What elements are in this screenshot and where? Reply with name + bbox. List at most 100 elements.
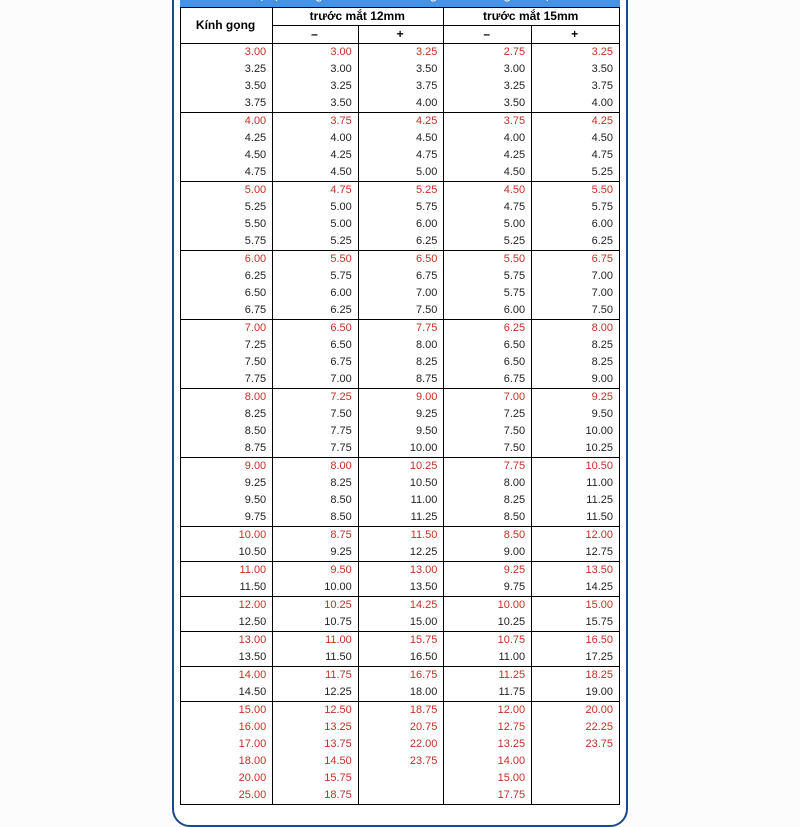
table-row: 15.0012.5018.7512.0020.00	[181, 701, 620, 719]
cell-12-plus: 4.50	[358, 130, 444, 147]
cell-kinh: 8.25	[181, 406, 273, 423]
cell-15-plus: 14.25	[532, 579, 620, 597]
cell-12-minus: 8.75	[273, 526, 359, 544]
cell-12-plus: 4.25	[358, 112, 444, 130]
table-row: 5.755.256.255.256.25	[181, 233, 620, 251]
cell-12-plus: 16.75	[358, 666, 444, 684]
cell-15-minus: 5.50	[444, 250, 532, 268]
cell-15-minus: 11.75	[444, 684, 532, 702]
cell-12-plus: 18.00	[358, 684, 444, 702]
cell-12-minus: 3.25	[273, 78, 359, 95]
table-row: 5.505.006.005.006.00	[181, 216, 620, 233]
cell-12-plus: 11.50	[358, 526, 444, 544]
cell-12-plus: 6.00	[358, 216, 444, 233]
cell-15-minus: 8.00	[444, 475, 532, 492]
cell-15-plus: 16.50	[532, 631, 620, 649]
cell-15-minus: 6.50	[444, 337, 532, 354]
cell-15-minus: 5.00	[444, 216, 532, 233]
cell-12-plus	[358, 787, 444, 805]
cell-kinh: 8.00	[181, 388, 273, 406]
cell-15-minus: 4.25	[444, 147, 532, 164]
cell-12-plus: 9.00	[358, 388, 444, 406]
cell-12-minus: 7.00	[273, 371, 359, 389]
cell-12-minus: 4.25	[273, 147, 359, 164]
cell-kinh: 5.25	[181, 199, 273, 216]
cell-12-plus: 6.50	[358, 250, 444, 268]
table-row: 3.503.253.753.253.75	[181, 78, 620, 95]
cell-12-minus: 5.25	[273, 233, 359, 251]
cell-15-plus: 10.25	[532, 440, 620, 458]
table-row: 9.758.5011.258.5011.50	[181, 509, 620, 527]
cell-kinh: 5.75	[181, 233, 273, 251]
cell-15-minus: 5.25	[444, 233, 532, 251]
col-header-15-minus: –	[444, 25, 532, 43]
cell-kinh: 12.50	[181, 614, 273, 632]
cell-15-minus: 6.75	[444, 371, 532, 389]
cell-12-minus: 5.75	[273, 268, 359, 285]
cell-kinh: 7.00	[181, 319, 273, 337]
cell-15-plus: 23.75	[532, 736, 620, 753]
cell-kinh: 14.50	[181, 684, 273, 702]
cell-15-plus: 11.25	[532, 492, 620, 509]
cell-kinh: 6.75	[181, 302, 273, 320]
cell-15-plus: 8.25	[532, 337, 620, 354]
cell-12-plus: 7.50	[358, 302, 444, 320]
cell-15-plus: 5.75	[532, 199, 620, 216]
cell-12-plus: 12.25	[358, 544, 444, 562]
cell-15-minus: 15.00	[444, 770, 532, 787]
cell-12-plus: 5.25	[358, 181, 444, 199]
cell-12-plus: 15.75	[358, 631, 444, 649]
col-header-12mm: trước mắt 12mm	[273, 7, 444, 25]
cell-12-minus: 3.75	[273, 112, 359, 130]
cell-12-minus: 6.25	[273, 302, 359, 320]
cell-12-plus: 11.00	[358, 492, 444, 509]
table-row: 13.0011.0015.7510.7516.50	[181, 631, 620, 649]
table-row: 25.0018.7517.75	[181, 787, 620, 805]
table-row: 4.254.004.504.004.50	[181, 130, 620, 147]
cell-12-plus: 3.25	[358, 43, 444, 61]
cell-15-plus: 3.75	[532, 78, 620, 95]
cell-15-minus: 8.50	[444, 509, 532, 527]
cell-12-plus: 4.00	[358, 95, 444, 113]
table-row: 13.5011.5016.5011.0017.25	[181, 649, 620, 667]
cell-12-minus: 12.25	[273, 684, 359, 702]
cell-15-plus: 9.50	[532, 406, 620, 423]
cell-15-plus: 4.25	[532, 112, 620, 130]
cell-12-minus: 8.25	[273, 475, 359, 492]
cell-12-minus: 14.50	[273, 753, 359, 770]
cell-12-minus: 18.75	[273, 787, 359, 805]
table-row: 3.003.003.252.753.25	[181, 43, 620, 61]
cell-kinh: 8.50	[181, 423, 273, 440]
cell-15-minus: 3.25	[444, 78, 532, 95]
cell-15-plus: 7.00	[532, 285, 620, 302]
table-row: 6.756.257.506.007.50	[181, 302, 620, 320]
cell-12-minus: 8.50	[273, 509, 359, 527]
table-header: Kính gọng trước mắt 12mm trước mắt 15mm …	[181, 7, 620, 43]
cell-12-plus: 16.50	[358, 649, 444, 667]
cell-15-minus: 7.00	[444, 388, 532, 406]
cell-15-minus: 14.00	[444, 753, 532, 770]
cell-kinh: 9.50	[181, 492, 273, 509]
cell-12-plus: 7.00	[358, 285, 444, 302]
cell-15-minus: 2.75	[444, 43, 532, 61]
cell-12-minus: 4.00	[273, 130, 359, 147]
table-row: 4.003.754.253.754.25	[181, 112, 620, 130]
cell-12-minus: 10.25	[273, 596, 359, 614]
cell-12-plus: 13.50	[358, 579, 444, 597]
cell-12-minus: 7.25	[273, 388, 359, 406]
cell-kinh: 7.75	[181, 371, 273, 389]
cell-kinh: 4.75	[181, 164, 273, 182]
cell-15-minus: 9.25	[444, 561, 532, 579]
cell-12-plus: 5.00	[358, 164, 444, 182]
cell-15-plus: 18.25	[532, 666, 620, 684]
cell-15-plus: 11.00	[532, 475, 620, 492]
cell-12-minus: 13.25	[273, 719, 359, 736]
cell-15-plus	[532, 787, 620, 805]
table-row: 4.504.254.754.254.75	[181, 147, 620, 164]
vertex-distance-table: Kính gọng trước mắt 12mm trước mắt 15mm …	[180, 7, 620, 805]
cell-15-plus: 4.00	[532, 95, 620, 113]
cell-15-plus: 4.50	[532, 130, 620, 147]
cell-15-plus: 19.00	[532, 684, 620, 702]
cell-12-minus: 5.00	[273, 216, 359, 233]
cell-15-plus: 13.50	[532, 561, 620, 579]
